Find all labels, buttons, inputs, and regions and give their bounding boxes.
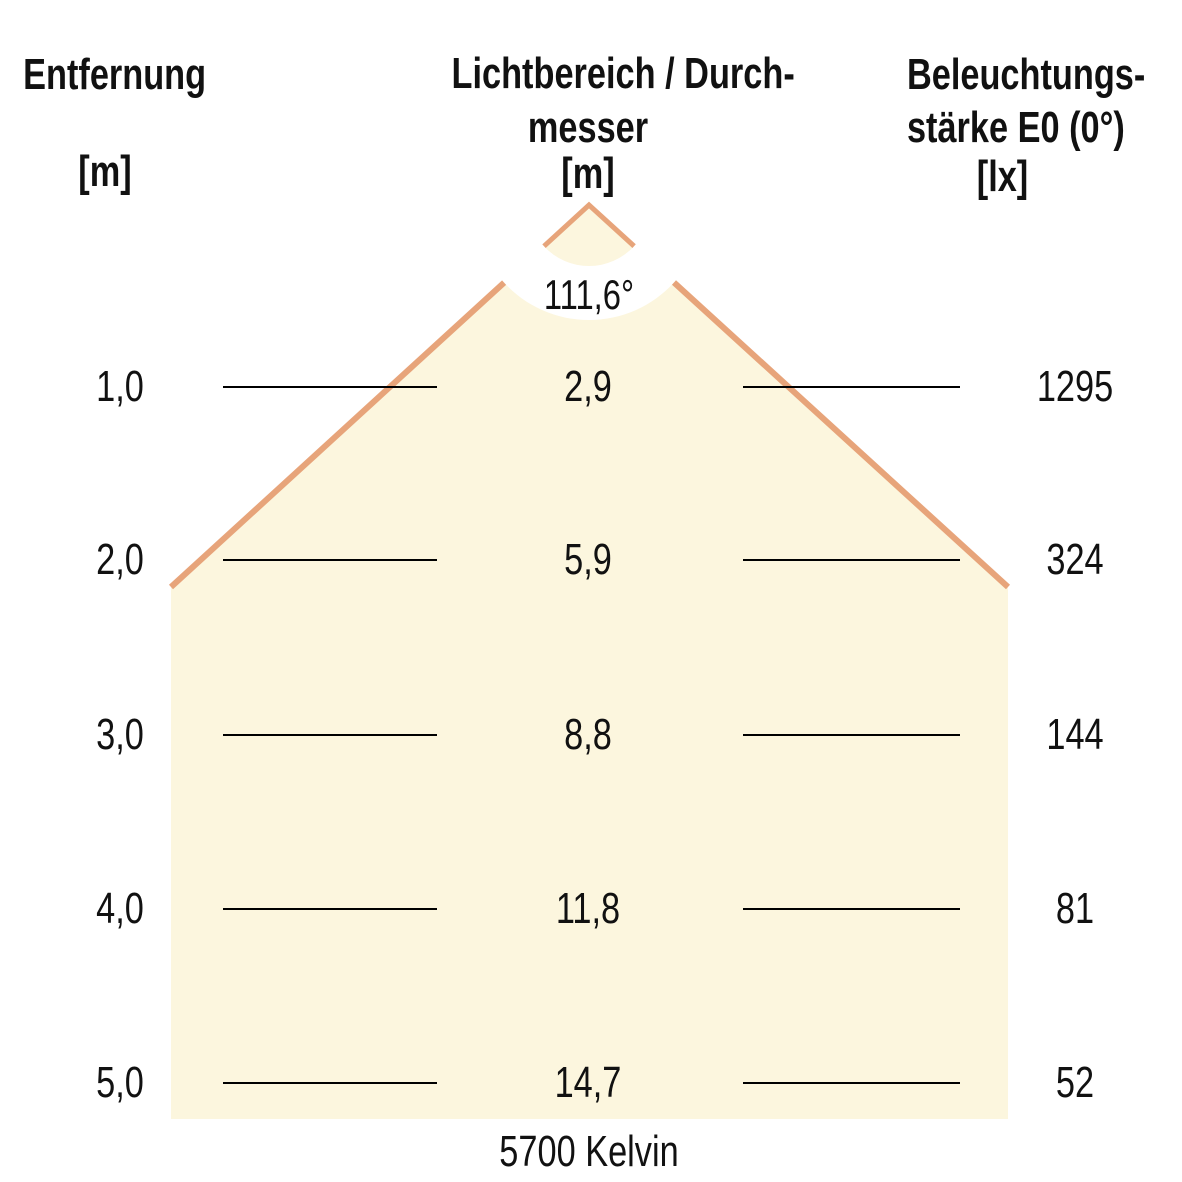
row-connector-left (223, 734, 437, 736)
illuminance-column-title-line2: stärke E0 (0°) (906, 103, 1125, 152)
row-connector-left (223, 386, 437, 388)
diameter-column-unit: [m] (561, 149, 615, 198)
illuminance-value-row4: 81 (1055, 884, 1095, 933)
illuminance-value-row1: 1295 (1036, 362, 1114, 411)
row-connector-right (743, 734, 960, 736)
row-connector-right (743, 559, 960, 561)
row-connector-left (223, 1082, 437, 1084)
beam-edge-left (168, 280, 507, 590)
beam-edge-right (671, 280, 1011, 590)
beam-apex-edge (542, 201, 636, 249)
diameter-column-title-line1: Lichtbereich / Durch- (451, 49, 795, 98)
illuminance-value-row5: 52 (1055, 1058, 1095, 1107)
distance-value-row3: 3,0 (96, 710, 144, 759)
row-connector-right (743, 386, 960, 388)
distance-value-row1: 1,0 (96, 362, 144, 411)
illuminance-column-unit: [lx] (976, 152, 1029, 201)
illuminance-value-row3: 144 (1046, 710, 1104, 759)
distance-value-row2: 2,0 (96, 535, 144, 584)
diameter-value-row3: 8,8 (564, 710, 612, 759)
beam-angle-label: 111,6° (543, 271, 635, 318)
distance-column-unit: [m] (78, 147, 132, 196)
row-connector-right (743, 908, 960, 910)
beam-apex-wedge (544, 205, 635, 267)
color-temperature-label: 5700 Kelvin (499, 1127, 679, 1176)
diameter-column-title-line2: messer (527, 103, 649, 152)
row-connector-left (223, 908, 437, 910)
row-connector-left (223, 559, 437, 561)
diameter-value-row4: 11,8 (555, 884, 621, 933)
diameter-value-row5: 14,7 (554, 1058, 622, 1107)
distance-value-row5: 5,0 (96, 1058, 144, 1107)
row-connector-right (743, 1082, 960, 1084)
diameter-value-row1: 2,9 (564, 362, 612, 411)
distance-value-row4: 4,0 (96, 884, 144, 933)
illuminance-value-row2: 324 (1046, 535, 1104, 584)
illuminance-column-title-line1: Beleuchtungs- (906, 50, 1146, 99)
distance-column-title: Entfernung (23, 50, 207, 99)
diameter-value-row2: 5,9 (564, 535, 612, 584)
